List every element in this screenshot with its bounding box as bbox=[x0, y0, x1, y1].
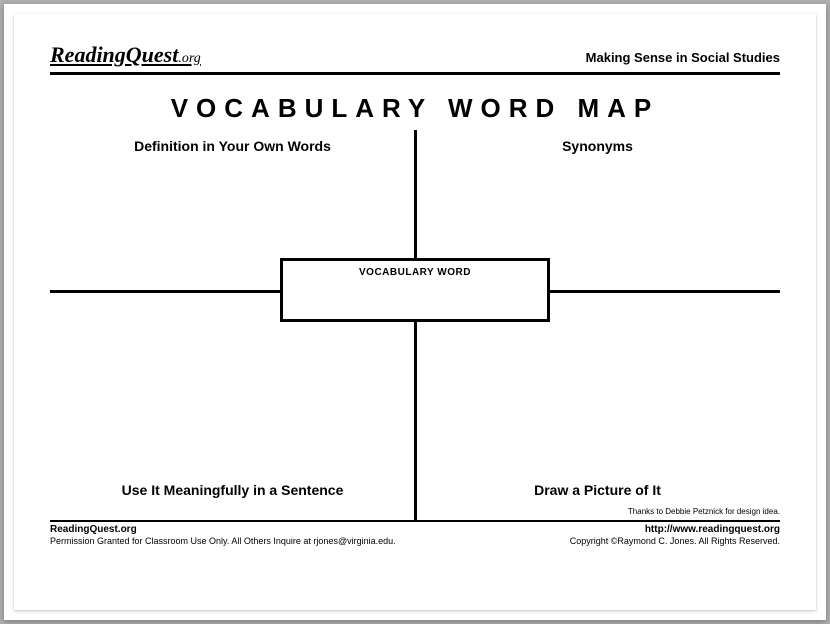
horizontal-divider-right bbox=[550, 290, 780, 293]
quadrant-label-sentence: Use It Meaningfully in a Sentence bbox=[50, 482, 415, 498]
vocabulary-word-box: VOCABULARY WORD bbox=[280, 258, 550, 322]
footer-rule bbox=[50, 520, 780, 522]
worksheet-title: VOCABULARY WORD MAP bbox=[50, 93, 780, 124]
footer-row-2: Permission Granted for Classroom Use Onl… bbox=[50, 536, 780, 546]
design-credit: Thanks to Debbie Petznick for design ide… bbox=[628, 507, 780, 516]
brand-tld: .org bbox=[178, 51, 200, 66]
footer-site-name: ReadingQuest.org bbox=[50, 524, 137, 535]
quadrant-label-synonyms: Synonyms bbox=[415, 138, 780, 154]
page-1: ReadingQuest.org Making Sense in Social … bbox=[14, 14, 816, 610]
horizontal-divider-left bbox=[50, 290, 280, 293]
quadrant-label-definition: Definition in Your Own Words bbox=[50, 138, 415, 154]
document-viewer: ReadingQuest.org Making Sense in Social … bbox=[4, 4, 826, 620]
footer-copyright: Copyright ©Raymond C. Jones. All Rights … bbox=[570, 536, 780, 546]
center-label: VOCABULARY WORD bbox=[359, 267, 471, 278]
word-map-diagram: Definition in Your Own Words Synonyms Us… bbox=[50, 130, 780, 520]
brand-main: ReadingQuest bbox=[50, 42, 178, 67]
footer-row-1: ReadingQuest.org http://www.readingquest… bbox=[50, 524, 780, 535]
quadrant-label-picture: Draw a Picture of It bbox=[415, 482, 780, 498]
footer-url: http://www.readingquest.org bbox=[645, 524, 780, 535]
site-brand: ReadingQuest.org bbox=[50, 42, 201, 68]
header-row: ReadingQuest.org Making Sense in Social … bbox=[50, 42, 780, 68]
footer-permission: Permission Granted for Classroom Use Onl… bbox=[50, 536, 396, 546]
vertical-divider bbox=[414, 130, 417, 520]
header-rule bbox=[50, 72, 780, 75]
tagline: Making Sense in Social Studies bbox=[586, 50, 780, 65]
worksheet: ReadingQuest.org Making Sense in Social … bbox=[50, 42, 780, 582]
